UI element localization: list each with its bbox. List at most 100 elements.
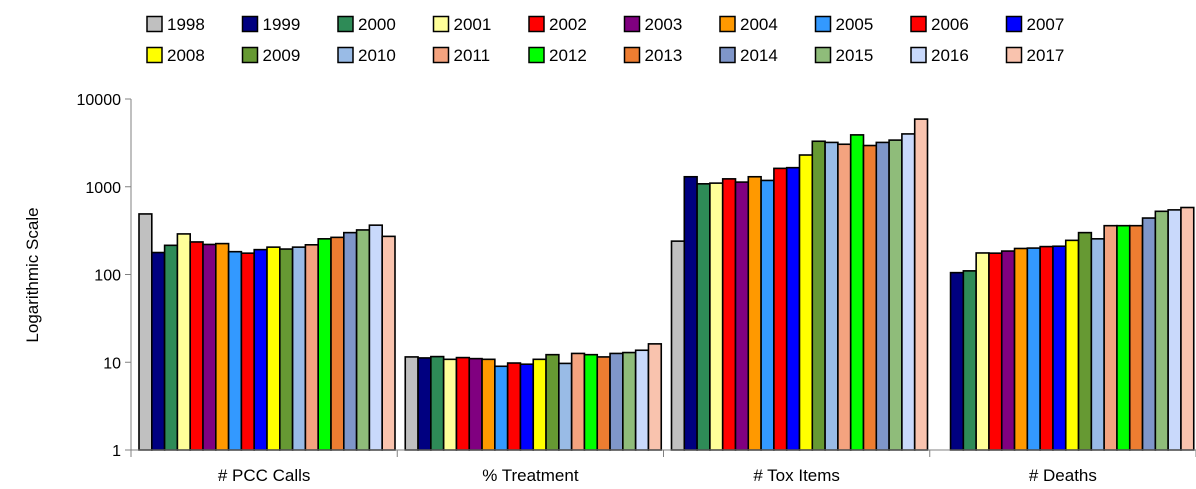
y-tick-label: 10000	[77, 92, 122, 109]
x-tick-label-deaths: # Deaths	[1029, 466, 1097, 485]
bar-tox-items-2014	[875, 141, 890, 451]
y-axis-label: Logarithmic Scale	[23, 207, 42, 342]
legend-swatch-2016	[910, 46, 927, 64]
bar-treatment-2015	[622, 351, 637, 451]
legend-label-2003: 2003	[645, 15, 683, 34]
bar-deaths-2006	[1039, 245, 1054, 451]
bar-pcc-calls-2013	[330, 236, 345, 451]
legend-swatch-2013	[623, 46, 641, 64]
bar-tox-items-1999	[683, 175, 698, 451]
bar-tox-items-2006	[773, 167, 788, 451]
bar-treatment-2010	[558, 362, 573, 451]
bar-treatment-2008	[532, 358, 547, 451]
legend-label-2001: 2001	[454, 15, 492, 34]
bar-pcc-calls-2012	[317, 238, 332, 451]
bar-tox-items-1998	[670, 240, 686, 451]
bar-deaths-2014	[1141, 217, 1157, 451]
bar-deaths-2000	[962, 270, 977, 451]
legend-label-2008: 2008	[167, 46, 205, 65]
legend-swatch-2001	[432, 15, 450, 33]
legend-label-2014: 2014	[740, 46, 778, 65]
bar-treatment-2003	[468, 357, 483, 451]
bar-pcc-calls-2009	[278, 248, 294, 451]
bar-tox-items-2015	[888, 139, 903, 451]
bar-treatment-2000	[430, 355, 445, 451]
y-tick-label: 10	[103, 355, 121, 372]
bar-tox-items-2013	[862, 144, 878, 451]
legend-swatch-2011	[432, 46, 450, 64]
bar-tox-items-2017	[913, 118, 929, 451]
bar-tox-items-2000	[696, 183, 711, 451]
bar-pcc-calls-2014	[342, 231, 358, 451]
axes: 1 10 100 1000 10000 # PCC Calls % Treatment # T…	[77, 92, 1196, 485]
bar-pcc-calls-2015	[355, 229, 371, 451]
bar-treatment-2004	[481, 358, 496, 451]
legend: 1998 1999 2000 2001 2002 2003 2004 2005 2006 2007…	[146, 15, 1065, 65]
legend-label-1998: 1998	[167, 15, 205, 34]
bar-deaths-2005	[1026, 247, 1041, 451]
bar-tox-items-2005	[760, 179, 775, 451]
bar-treatment-2001	[442, 358, 458, 451]
legend-swatch-2009	[241, 46, 259, 64]
legend-swatch-2007	[1005, 15, 1023, 33]
bar-pcc-calls-2011	[304, 244, 319, 451]
legend-swatch-1999	[241, 15, 259, 33]
bar-deaths-2009	[1077, 231, 1093, 451]
bar-treatment-2016	[634, 349, 650, 451]
bar-tox-items-2004	[747, 175, 762, 451]
bar-pcc-calls-2010	[291, 246, 307, 451]
bar-pcc-calls-2017	[381, 235, 396, 451]
bar-deaths-2016	[1167, 209, 1182, 451]
bar-deaths-1999	[949, 271, 965, 451]
legend-label-2015: 2015	[836, 46, 874, 65]
bar-pcc-calls-2000	[163, 244, 179, 451]
bar-treatment-2009	[545, 353, 560, 451]
bar-tox-items-2009	[811, 140, 826, 451]
bar-treatment-2012	[583, 353, 599, 451]
bar-deaths-2015	[1154, 210, 1169, 451]
bar-tox-items-2016	[901, 133, 916, 451]
legend-label-2009: 2009	[263, 46, 301, 65]
plot-area	[138, 118, 1195, 451]
legend-label-2013: 2013	[645, 46, 683, 65]
legend-label-2000: 2000	[358, 15, 396, 34]
bar-tox-items-2001	[709, 182, 724, 451]
legend-swatch-2010	[337, 46, 354, 64]
bar-pcc-calls-1999	[151, 251, 166, 451]
bar-pcc-calls-2001	[176, 233, 191, 451]
bar-deaths-2012	[1116, 224, 1131, 451]
legend-swatch-2004	[719, 15, 736, 33]
bar-tox-items-2007	[785, 166, 801, 451]
legend-label-2012: 2012	[549, 46, 587, 65]
legend-swatch-2000	[337, 15, 354, 33]
legend-label-2017: 2017	[1027, 46, 1065, 65]
bar-treatment-1999	[417, 357, 432, 451]
legend-swatch-2002	[528, 15, 545, 33]
bar-tox-items-2002	[721, 178, 737, 451]
bar-treatment-1998	[404, 356, 419, 451]
legend-swatch-2015	[814, 46, 832, 64]
bar-tox-items-2010	[824, 141, 839, 451]
legend-swatch-2008	[146, 46, 163, 64]
bar-deaths-2013	[1128, 224, 1144, 451]
x-tick-label-pcc-calls: # PCC Calls	[218, 466, 311, 485]
legend-swatch-2005	[814, 15, 832, 33]
bar-deaths-2017	[1180, 206, 1195, 451]
x-tick-label-treatment: % Treatment	[482, 466, 579, 485]
bar-pcc-calls-2003	[202, 243, 217, 451]
x-tick-label-tox-items: # Tox Items	[753, 466, 840, 485]
bar-deaths-2002	[988, 252, 1003, 451]
bar-treatment-2005	[494, 365, 509, 451]
bar-deaths-2010	[1090, 238, 1105, 451]
bar-deaths-2001	[975, 252, 990, 451]
bar-pcc-calls-1998	[138, 213, 153, 451]
bar-treatment-2011	[570, 352, 586, 451]
legend-swatch-2017	[1005, 46, 1023, 64]
bar-treatment-2006	[506, 362, 522, 451]
bar-pcc-calls-2004	[215, 242, 230, 451]
bar-pcc-calls-2016	[368, 224, 383, 451]
bar-deaths-2003	[1000, 250, 1016, 451]
bar-treatment-2013	[596, 356, 611, 451]
legend-swatch-1998	[146, 15, 163, 33]
